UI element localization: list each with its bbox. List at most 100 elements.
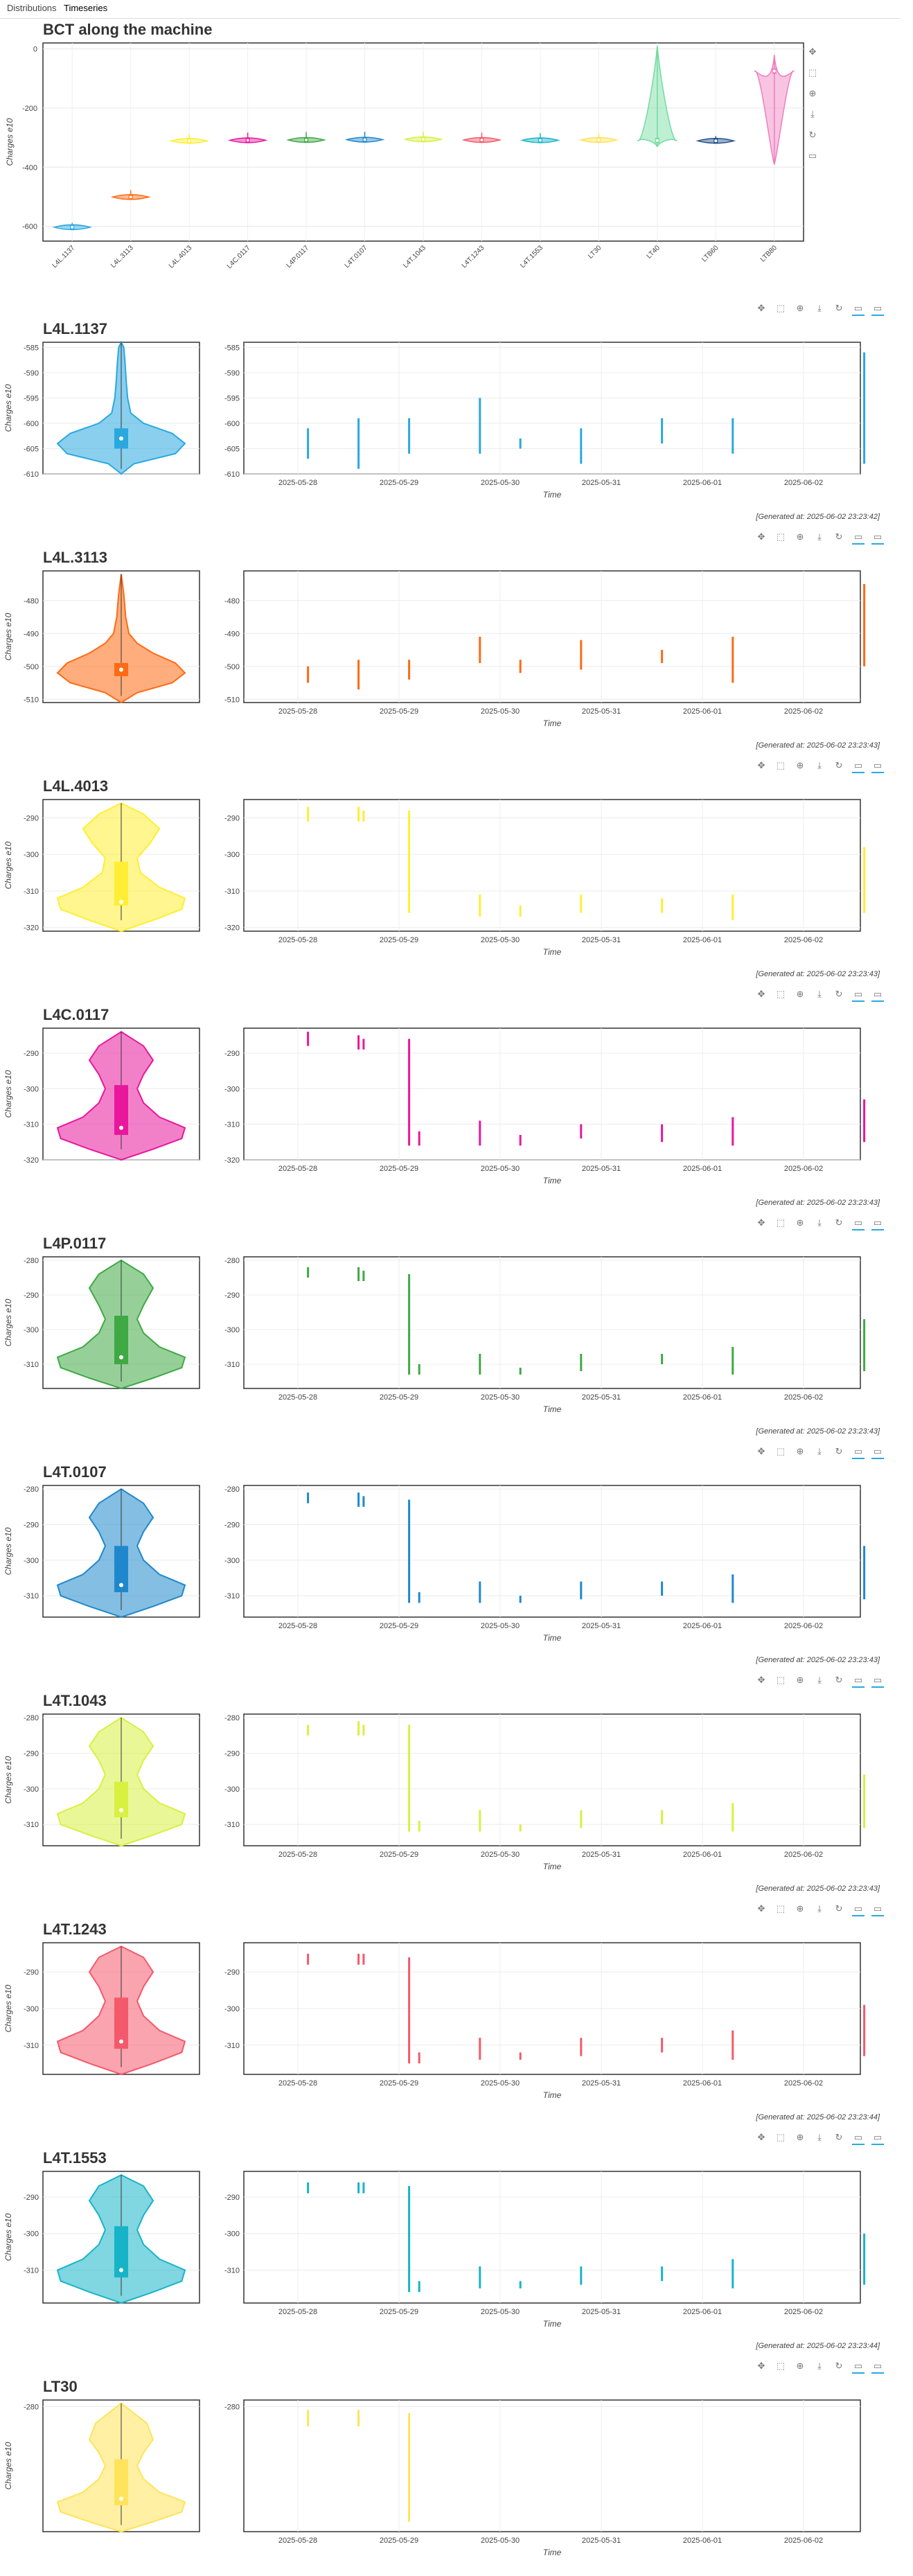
save-icon[interactable]: ⤓ (817, 1217, 822, 1228)
hover-icon[interactable]: ▭ (808, 150, 817, 161)
pan-icon[interactable]: ✥ (757, 989, 765, 999)
save-icon[interactable]: ⤓ (817, 2361, 822, 2371)
hover-icon-2[interactable]: ▭ (871, 302, 884, 316)
save-icon[interactable]: ⤓ (817, 760, 822, 770)
wheel-zoom-icon[interactable]: ⊕ (796, 303, 804, 313)
hover-icon-2[interactable]: ▭ (871, 2360, 884, 2374)
hover-icon[interactable]: ▭ (852, 1445, 865, 1459)
reset-icon[interactable]: ↻ (835, 1903, 843, 1914)
x-tick-label: L4T.0107 (344, 244, 369, 270)
hover-icon-2[interactable]: ▭ (871, 2131, 884, 2145)
hover-icon[interactable]: ▭ (852, 759, 865, 773)
y-tick-label: -290 (24, 1968, 39, 1977)
reset-icon[interactable]: ↻ (835, 1675, 843, 1685)
wheel-zoom-icon[interactable]: ⊕ (796, 1675, 804, 1685)
wheel-zoom-icon[interactable]: ⊕ (796, 2361, 804, 2371)
reset-icon[interactable]: ↻ (835, 989, 843, 999)
box-zoom-icon[interactable]: ⬚ (776, 2132, 786, 2142)
violin-median-dot (305, 139, 308, 142)
hover-icon[interactable]: ▭ (852, 988, 865, 1002)
reset-icon[interactable]: ↻ (835, 1446, 843, 1456)
reset-icon[interactable]: ↻ (835, 760, 843, 770)
box-zoom-icon[interactable]: ⬚ (776, 760, 786, 770)
pan-icon[interactable]: ✥ (757, 1675, 765, 1685)
overview-y-label: Charges e10 (5, 118, 15, 166)
save-icon[interactable]: ⤓ (817, 1675, 822, 1685)
pan-icon[interactable]: ✥ (757, 1217, 765, 1228)
hover-icon[interactable]: ▭ (852, 2360, 865, 2374)
wheel-zoom-icon[interactable]: ⊕ (796, 1446, 804, 1456)
timeseries-burst (362, 1724, 365, 1736)
save-icon[interactable]: ⤓ (810, 109, 815, 119)
box-zoom-icon[interactable]: ⬚ (808, 67, 817, 78)
timeseries-plot-area (243, 2399, 861, 2532)
reset-icon[interactable]: ↻ (835, 2361, 843, 2371)
hover-icon-2[interactable]: ▭ (871, 1217, 884, 1230)
y-tick-label: -280 (24, 1257, 39, 1265)
hover-icon-2[interactable]: ▭ (871, 1445, 884, 1459)
hover-icon-2[interactable]: ▭ (871, 759, 884, 773)
timeseries-burst (732, 2030, 734, 2060)
save-icon[interactable]: ⤓ (817, 531, 822, 542)
reset-icon[interactable]: ↻ (835, 303, 843, 313)
y-tick-label: -300 (224, 2230, 240, 2239)
wheel-zoom-icon[interactable]: ⊕ (796, 1217, 804, 1228)
box-zoom-icon[interactable]: ⬚ (776, 1903, 786, 1914)
box-zoom-icon[interactable]: ⬚ (776, 2361, 786, 2371)
save-icon[interactable]: ⤓ (817, 2132, 822, 2142)
hover-icon[interactable]: ▭ (852, 1217, 865, 1230)
y-tick-label: -280 (224, 2403, 240, 2412)
save-icon[interactable]: ⤓ (817, 1903, 822, 1914)
hover-icon[interactable]: ▭ (852, 531, 865, 545)
wheel-zoom-icon[interactable]: ⊕ (796, 989, 804, 999)
violin-body (754, 55, 795, 166)
wheel-zoom-icon[interactable]: ⊕ (808, 88, 817, 98)
pan-icon[interactable]: ✥ (757, 1446, 765, 1456)
hover-icon-2[interactable]: ▭ (871, 988, 884, 1002)
hover-icon[interactable]: ▭ (852, 2131, 865, 2145)
tab-timeseries[interactable]: Timeseries (64, 3, 108, 13)
hover-icon-2[interactable]: ▭ (871, 531, 884, 545)
pan-icon[interactable]: ✥ (757, 2361, 765, 2371)
box-zoom-icon[interactable]: ⬚ (776, 303, 786, 313)
pan-icon[interactable]: ✥ (808, 46, 817, 57)
hover-icon[interactable]: ▭ (852, 1903, 865, 1916)
box-zoom-icon[interactable]: ⬚ (776, 531, 786, 542)
save-icon[interactable]: ⤓ (817, 989, 822, 999)
y-tick-label: -310 (224, 1361, 240, 1369)
hover-icon[interactable]: ▭ (852, 302, 865, 316)
pan-icon[interactable]: ✥ (757, 1903, 765, 1914)
timeseries-burst (580, 894, 583, 913)
box-zoom-icon[interactable]: ⬚ (776, 1675, 786, 1685)
save-icon[interactable]: ⤓ (817, 1446, 822, 1456)
timeseries-burst (357, 1267, 360, 1281)
wheel-zoom-icon[interactable]: ⊕ (796, 1903, 804, 1914)
reset-icon[interactable]: ↻ (835, 531, 843, 542)
pan-icon[interactable]: ✥ (757, 531, 765, 542)
violin-median-dot (119, 2039, 123, 2044)
panel-title: L4T.1553 (43, 2149, 107, 2167)
wheel-zoom-icon[interactable]: ⊕ (796, 531, 804, 542)
pan-icon[interactable]: ✥ (757, 2132, 765, 2142)
hover-icon[interactable]: ▭ (852, 1674, 865, 1688)
pan-icon[interactable]: ✥ (757, 760, 765, 770)
wheel-zoom-icon[interactable]: ⊕ (796, 760, 804, 770)
timeseries-burst (732, 894, 734, 921)
box-zoom-icon[interactable]: ⬚ (776, 1217, 786, 1228)
wheel-zoom-icon[interactable]: ⊕ (796, 2132, 804, 2142)
hover-icon-2[interactable]: ▭ (871, 1903, 884, 1916)
tab-bar: Distributions Timeseries (0, 0, 901, 19)
box-zoom-icon[interactable]: ⬚ (776, 989, 786, 999)
reset-icon[interactable]: ↻ (835, 1217, 843, 1228)
save-icon[interactable]: ⤓ (817, 303, 822, 313)
timeseries-burst (580, 639, 583, 670)
reset-icon[interactable]: ↻ (808, 130, 817, 140)
hover-icon-2[interactable]: ▭ (871, 1674, 884, 1688)
reset-icon[interactable]: ↻ (835, 2132, 843, 2142)
box-zoom-icon[interactable]: ⬚ (776, 1446, 786, 1456)
timeseries-burst (519, 2281, 522, 2288)
x-tick-label: 2025-05-31 (582, 2308, 621, 2316)
pan-icon[interactable]: ✥ (757, 303, 765, 313)
tab-distributions[interactable]: Distributions (7, 3, 57, 13)
x-tick-label: 2025-06-01 (683, 2079, 722, 2088)
